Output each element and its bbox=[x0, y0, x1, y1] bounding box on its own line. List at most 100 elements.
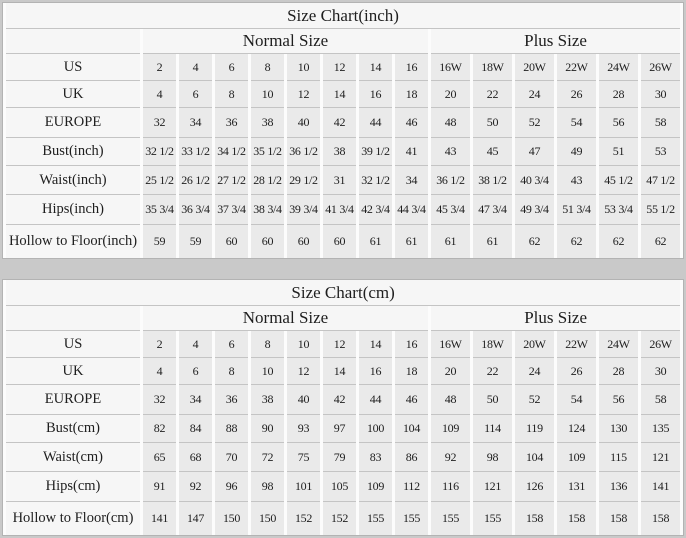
size-cell: 22 bbox=[473, 358, 512, 385]
size-cell: 54 bbox=[557, 108, 596, 138]
size-cell: 72 bbox=[251, 443, 284, 472]
size-cell: 49 3/4 bbox=[515, 195, 554, 225]
size-cell: 48 bbox=[431, 385, 470, 415]
size-cell: 60 bbox=[215, 225, 248, 258]
size-cell: 91 bbox=[143, 472, 176, 502]
size-cell: 25 1/2 bbox=[143, 166, 176, 195]
size-cell: 61 bbox=[473, 225, 512, 258]
row-label: Bust(cm) bbox=[6, 415, 140, 443]
size-cell: 100 bbox=[359, 415, 392, 443]
size-cell: 121 bbox=[473, 472, 512, 502]
size-cell: 62 bbox=[515, 225, 554, 258]
size-cell: 40 bbox=[287, 108, 320, 138]
size-cell: 26 bbox=[557, 81, 596, 108]
size-cell: 20 bbox=[431, 358, 470, 385]
size-cell: 18 bbox=[395, 81, 428, 108]
size-cell: 18 bbox=[395, 358, 428, 385]
size-chart-inch: Size Chart(inch) Normal Size Plus Size US 2 4… bbox=[2, 2, 685, 259]
size-cell: 36 bbox=[215, 108, 248, 138]
size-cell: 26 1/2 bbox=[179, 166, 212, 195]
size-cell: 130 bbox=[599, 415, 638, 443]
size-cell: 35 1/2 bbox=[251, 138, 284, 166]
size-cell: 36 1/2 bbox=[431, 166, 470, 195]
size-cell: 97 bbox=[323, 415, 356, 443]
size-cell: 28 bbox=[599, 81, 638, 108]
size-cell: 101 bbox=[287, 472, 320, 502]
size-cell: 79 bbox=[323, 443, 356, 472]
size-cell: 58 bbox=[641, 108, 681, 138]
size-cell: 158 bbox=[557, 502, 596, 535]
row-label: US bbox=[6, 54, 140, 81]
size-cell: 62 bbox=[557, 225, 596, 258]
size-cell: 86 bbox=[395, 443, 428, 472]
size-cell: 60 bbox=[287, 225, 320, 258]
corner-cell bbox=[6, 306, 140, 331]
size-cell: 135 bbox=[641, 415, 681, 443]
size-cell: 115 bbox=[599, 443, 638, 472]
size-cell: 56 bbox=[599, 108, 638, 138]
size-cell: 26W bbox=[641, 331, 681, 358]
size-cell: 126 bbox=[515, 472, 554, 502]
size-cell: 43 bbox=[431, 138, 470, 166]
size-cell: 12 bbox=[287, 358, 320, 385]
size-cell: 109 bbox=[359, 472, 392, 502]
size-cell: 28 bbox=[599, 358, 638, 385]
size-cell: 82 bbox=[143, 415, 176, 443]
size-cell: 59 bbox=[179, 225, 212, 258]
size-cell: 109 bbox=[557, 443, 596, 472]
size-cell: 119 bbox=[515, 415, 554, 443]
size-cell: 92 bbox=[179, 472, 212, 502]
size-cell: 10 bbox=[287, 54, 320, 81]
size-cell: 155 bbox=[431, 502, 470, 535]
size-cell: 24W bbox=[599, 54, 638, 81]
size-cell: 16 bbox=[359, 81, 392, 108]
size-cell: 46 bbox=[395, 385, 428, 415]
size-cell: 24 bbox=[515, 358, 554, 385]
size-cell: 124 bbox=[557, 415, 596, 443]
size-cell: 47 bbox=[515, 138, 554, 166]
size-cell: 92 bbox=[431, 443, 470, 472]
corner-cell bbox=[6, 29, 140, 54]
size-cell: 44 bbox=[359, 108, 392, 138]
size-cell: 50 bbox=[473, 108, 512, 138]
size-cell: 158 bbox=[515, 502, 554, 535]
size-cell: 14 bbox=[359, 331, 392, 358]
size-cell: 47 3/4 bbox=[473, 195, 512, 225]
size-cell: 155 bbox=[359, 502, 392, 535]
size-cell: 49 bbox=[557, 138, 596, 166]
size-cell: 45 3/4 bbox=[431, 195, 470, 225]
column-group-plus: Plus Size bbox=[431, 306, 681, 331]
size-cell: 16 bbox=[395, 331, 428, 358]
size-cell: 52 bbox=[515, 385, 554, 415]
size-cell: 33 1/2 bbox=[179, 138, 212, 166]
size-cell: 60 bbox=[323, 225, 356, 258]
size-cell: 40 3/4 bbox=[515, 166, 554, 195]
size-cell: 10 bbox=[251, 358, 284, 385]
size-cell: 88 bbox=[215, 415, 248, 443]
size-cell: 150 bbox=[251, 502, 284, 535]
size-cell: 34 bbox=[179, 108, 212, 138]
size-cell: 98 bbox=[251, 472, 284, 502]
size-cell: 32 bbox=[143, 385, 176, 415]
size-cell: 6 bbox=[215, 54, 248, 81]
size-cell: 28 1/2 bbox=[251, 166, 284, 195]
size-cell: 44 bbox=[359, 385, 392, 415]
row-label: Waist(inch) bbox=[6, 166, 140, 195]
size-cell: 14 bbox=[323, 358, 356, 385]
column-group-normal: Normal Size bbox=[143, 29, 428, 54]
size-cell: 121 bbox=[641, 443, 681, 472]
size-cell: 98 bbox=[473, 443, 512, 472]
size-cell: 22W bbox=[557, 54, 596, 81]
size-cell: 12 bbox=[323, 331, 356, 358]
size-cell: 16 bbox=[395, 54, 428, 81]
size-cell: 26 bbox=[557, 358, 596, 385]
row-label: EUROPE bbox=[6, 108, 140, 138]
size-cell: 4 bbox=[143, 358, 176, 385]
size-cell: 50 bbox=[473, 385, 512, 415]
size-cell: 60 bbox=[251, 225, 284, 258]
size-cell: 42 3/4 bbox=[359, 195, 392, 225]
size-cell: 53 3/4 bbox=[599, 195, 638, 225]
row-label: UK bbox=[6, 81, 140, 108]
size-cell: 39 1/2 bbox=[359, 138, 392, 166]
size-cell: 16W bbox=[431, 331, 470, 358]
